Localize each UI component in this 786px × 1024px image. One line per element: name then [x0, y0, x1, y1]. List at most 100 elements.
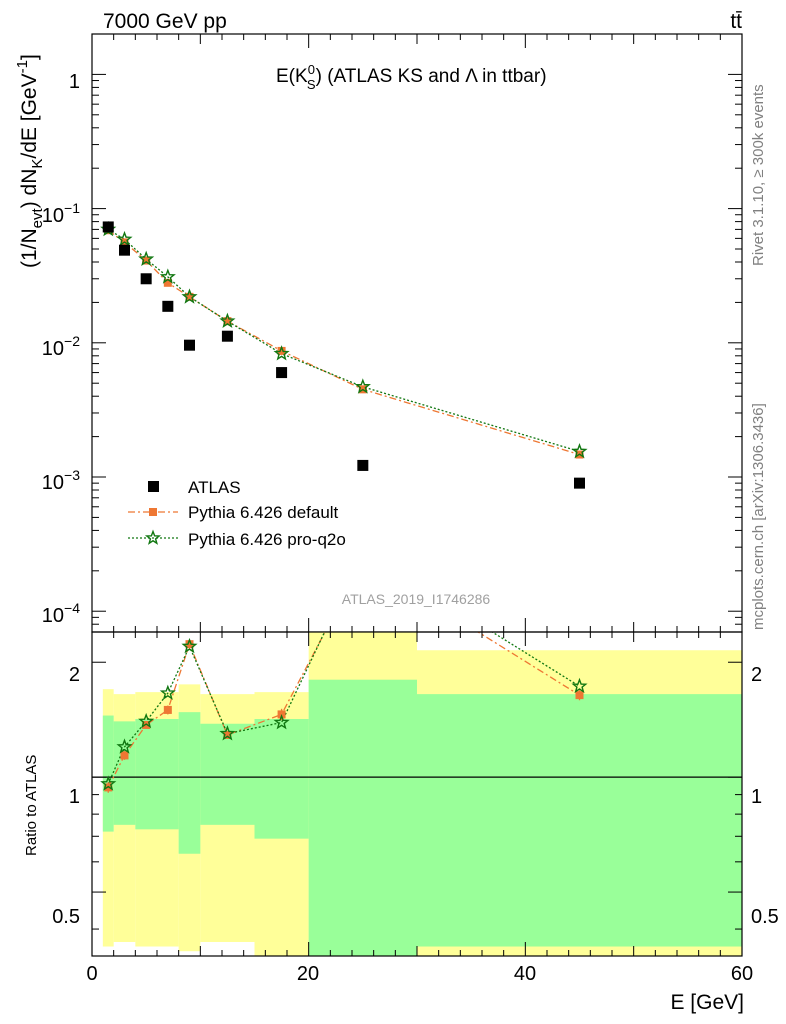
ratio-y-tick-right-05: 0.5 — [751, 906, 779, 928]
y-tick-base: 10 — [42, 472, 64, 494]
proq2o-point — [116, 230, 133, 247]
ratio-y-tick-right-1: 1 — [751, 786, 762, 808]
y-tick-label-1: 1 — [69, 71, 80, 93]
atlas-point — [140, 273, 152, 285]
atlas-point — [162, 300, 174, 312]
x-tick-label-40: 40 — [514, 963, 536, 985]
ratio-proq2o-point — [116, 738, 133, 754]
ratio-ticks — [91, 632, 743, 956]
y-tick-label-1e-4: 10−4 — [42, 600, 80, 627]
ratio-proq2o-point — [273, 714, 290, 730]
analysis-id: ATLAS_2019_I1746286 — [342, 591, 491, 607]
default-point — [185, 292, 194, 301]
ylabel-part: ] — [18, 54, 41, 60]
y-tick-base: 10 — [42, 205, 64, 227]
y-tick-exp: −2 — [64, 333, 80, 349]
band-inner — [157, 719, 179, 830]
process-label: tt̄ — [730, 10, 742, 33]
atlas-point — [574, 477, 585, 489]
atlas-point — [102, 221, 114, 233]
ratio-y-tick-left-05: 0.5 — [52, 906, 80, 928]
y-tick-label-1e-2: 10−2 — [42, 333, 80, 360]
ylabel-part: ) dN — [18, 169, 41, 209]
x-axis-label: E [GeV] — [670, 991, 744, 1014]
atlas-point — [119, 244, 130, 256]
y-tick-exp: −3 — [64, 467, 80, 483]
y-tick-label-1e-1: 10−1 — [42, 200, 80, 227]
mcplots-label: mcplots.cern.ch [arXiv:1306.3436] — [750, 403, 767, 630]
ylabel-sub: evt — [29, 207, 46, 228]
title-rest: ) (ATLAS KS and Λ in ttbar) — [316, 66, 547, 87]
ratio-y-axis-label: Ratio to ATLAS — [23, 755, 40, 856]
ratio-proq2o-point — [100, 775, 117, 791]
band-inner — [200, 723, 255, 825]
atlas-point — [276, 367, 288, 379]
proq2o-point — [354, 378, 371, 394]
main-y-tick-labels: 1 10−1 10−2 10−3 10−4 — [42, 71, 80, 627]
x-tick-label-20: 20 — [297, 963, 319, 985]
ratio-y-tick-left-1: 1 — [69, 786, 80, 808]
legend-atlas-label: ATLAS — [188, 478, 241, 497]
band-inner — [308, 679, 417, 956]
legend-default-label: Pythia 6.426 default — [188, 503, 339, 522]
band-inner — [102, 715, 114, 832]
ratio-default-point — [163, 705, 172, 714]
y-tick-exp: −1 — [64, 200, 80, 216]
y-tick-label-1e-3: 10−3 — [42, 467, 80, 494]
ratio-proq2o-point — [571, 677, 588, 694]
ratio-default-point — [142, 720, 151, 729]
band-inner — [135, 719, 157, 830]
ratio-default-point — [120, 751, 129, 760]
proq2o-point — [273, 345, 290, 361]
ylabel-part: /dE [GeV — [18, 73, 41, 158]
ratio-proq2o-point — [219, 725, 236, 741]
proq2o-point — [138, 250, 155, 267]
legend-default-marker — [149, 508, 157, 516]
ratio-default-point — [359, 556, 367, 564]
collision-label: 7000 GeV pp — [103, 10, 227, 33]
ratio-y-tick-right-2: 2 — [751, 664, 762, 686]
band-inner — [417, 694, 742, 947]
ratio-default-point — [575, 691, 584, 700]
ratio-default-point — [185, 640, 194, 649]
default-point — [223, 317, 232, 326]
ratio-uncertainty-bands — [102, 632, 742, 956]
ylabel-sup: -1 — [14, 60, 31, 73]
ratio-proq2o-point — [181, 637, 198, 654]
ratio-proq2o-point — [138, 712, 155, 729]
legend: ATLAS Pythia 6.426 default Pythia 6.426 … — [128, 478, 346, 549]
proq2o-point — [571, 442, 588, 459]
title-sup: 0 — [308, 62, 315, 77]
proq2o-point — [181, 288, 198, 304]
ratio-proq2o-point — [357, 545, 369, 557]
plot-title: E(K0 S) (ATLAS KS and Λ in ttbar) — [276, 62, 547, 92]
main-plot: 1 10−1 10−2 10−3 10−4 (1/Nevt) dNK/dE [G… — [14, 33, 743, 633]
ratio-y-tick-left-2: 2 — [69, 664, 80, 686]
main-y-axis-label: (1/Nevt) dNK/dE [GeV-1] — [14, 54, 46, 268]
legend-proq2o-star — [144, 529, 162, 545]
atlas-point — [357, 459, 369, 471]
rivet-label: Rivet 3.1.10, ≥ 300k events — [750, 84, 767, 266]
ratio-default-point — [223, 730, 232, 739]
proq2o-point — [219, 312, 236, 329]
main-y-ticks — [91, 33, 743, 633]
legend-atlas-marker — [148, 481, 159, 492]
y-tick-exp: −4 — [64, 600, 80, 616]
default-point — [163, 278, 172, 287]
title-sub: S — [307, 77, 316, 92]
x-tick-label-60: 60 — [731, 963, 753, 985]
y-tick-base: 10 — [42, 605, 64, 627]
ylabel-sub: K — [29, 159, 46, 169]
proq2o-line — [107, 228, 580, 453]
band-inner — [254, 719, 309, 839]
legend-proq2o-label: Pythia 6.426 pro-q2o — [188, 530, 346, 549]
title-main: E(K — [276, 66, 308, 87]
main-series-layer — [100, 220, 588, 489]
default-line — [107, 229, 580, 456]
atlas-point — [184, 339, 195, 351]
band-inner — [178, 712, 201, 854]
y-tick-base: 10 — [42, 338, 64, 360]
ratio-plot: 2 1 0.5 2 1 0.5 Ratio to ATLAS 0 20 40 6… — [23, 545, 779, 1014]
x-tick-label-0: 0 — [86, 963, 97, 985]
